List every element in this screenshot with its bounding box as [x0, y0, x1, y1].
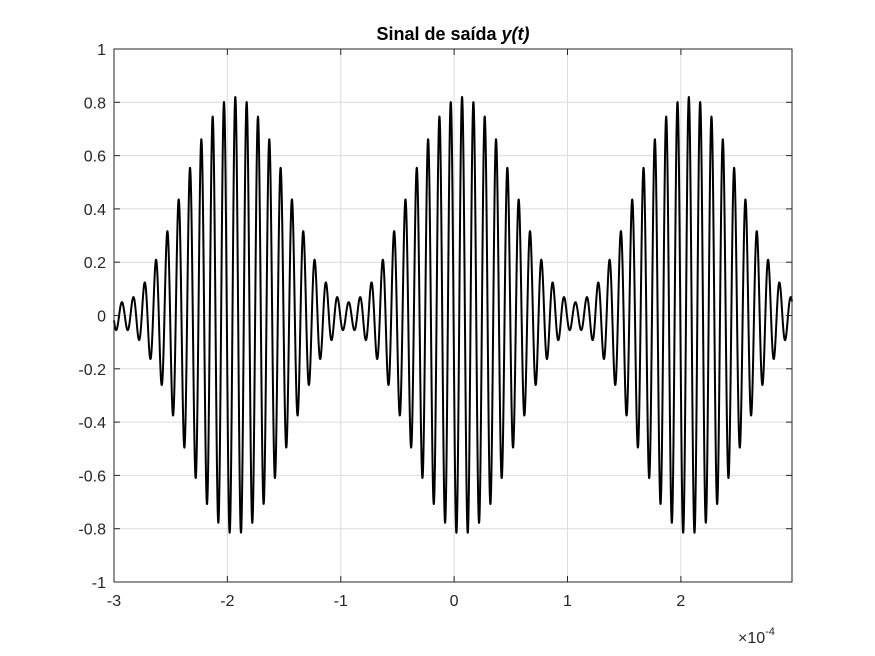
x-tick-labels: -3 -2 -1 0 1 2	[107, 593, 686, 610]
x-tick-label: -2	[220, 593, 234, 610]
signal-line	[113, 95, 793, 534]
chart-title-variable: y(t)	[501, 24, 530, 44]
y-tick-label: -0.2	[78, 362, 106, 379]
tick-marks	[113, 48, 792, 583]
y-tick-label: 0.6	[84, 149, 106, 166]
y-tick-labels: -1 -0.8 -0.6 -0.4 -0.2 0 0.2 0.4 0.6 0.8 1	[78, 42, 106, 592]
x-tick-label: 0	[450, 593, 459, 610]
series-group	[113, 95, 793, 534]
y-tick-label: -1	[92, 575, 106, 592]
y-tick-label: -0.6	[78, 468, 106, 485]
x-tick-label: -1	[334, 593, 348, 610]
y-tick-label: -0.8	[78, 522, 106, 539]
y-tick-label: 0.4	[84, 202, 106, 219]
x-axis-exponent: ×10-4	[738, 626, 775, 647]
x-axis-exponent-power: -4	[765, 626, 775, 638]
y-tick-label: 0	[97, 309, 106, 326]
y-tick-label: 1	[97, 42, 106, 59]
chart-title: Sinal de saída y(t)	[376, 24, 529, 44]
x-tick-label: -3	[107, 593, 121, 610]
y-tick-label: 0.2	[84, 255, 106, 272]
x-tick-label: 1	[563, 593, 572, 610]
x-axis-exponent-base: ×10	[738, 630, 765, 647]
x-tick-label: 2	[676, 593, 685, 610]
y-tick-label: -0.4	[78, 415, 106, 432]
y-tick-label: 0.8	[84, 95, 106, 112]
chart-title-main: Sinal de saída	[376, 24, 497, 44]
